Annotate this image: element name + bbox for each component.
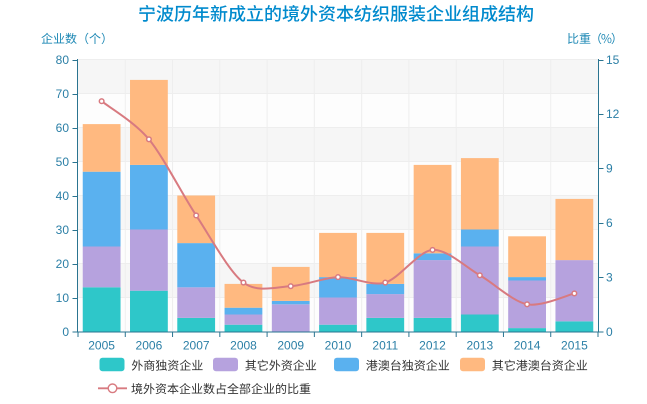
svg-text:30: 30 [56,223,70,237]
svg-text:2009: 2009 [277,339,304,353]
svg-text:60: 60 [56,121,70,135]
svg-text:10: 10 [56,291,70,305]
svg-text:20: 20 [56,257,70,271]
svg-text:2015: 2015 [561,339,588,353]
svg-text:2013: 2013 [466,339,493,353]
svg-text:9: 9 [606,162,613,176]
svg-text:2010: 2010 [325,339,352,353]
svg-text:15: 15 [606,53,620,67]
svg-text:2011: 2011 [372,339,398,353]
svg-text:2005: 2005 [88,339,115,353]
svg-text:3: 3 [606,270,613,284]
svg-text:2012: 2012 [419,339,446,353]
svg-text:12: 12 [606,107,620,121]
svg-text:50: 50 [56,155,70,169]
svg-text:2008: 2008 [230,339,257,353]
svg-text:70: 70 [56,87,70,101]
svg-text:0: 0 [62,325,69,339]
svg-text:6: 6 [606,216,613,230]
svg-text:80: 80 [56,53,70,67]
svg-text:2006: 2006 [136,339,163,353]
svg-text:0: 0 [606,325,613,339]
svg-text:40: 40 [56,189,70,203]
svg-text:2007: 2007 [183,339,210,353]
svg-text:2014: 2014 [514,339,541,353]
